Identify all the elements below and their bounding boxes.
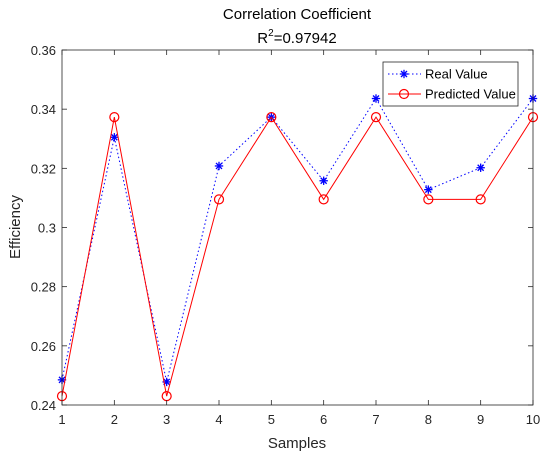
- y-tick-label: 0.26: [31, 339, 56, 354]
- legend-marker-1: [399, 69, 409, 79]
- series-2-point: [370, 112, 382, 123]
- axes: 1 2 3 4 5 6 7 8 9 10 0.24 0.26 0.28 0.3 0.32 0.34 0.36: [31, 43, 541, 427]
- x-tick-label: 3: [163, 412, 170, 427]
- y-tick-label: 0.3: [38, 221, 56, 236]
- series-1-point: [319, 176, 328, 185]
- y-tick-label: 0.34: [31, 102, 56, 117]
- series-2-point: [423, 194, 434, 205]
- x-tick-label: 4: [215, 412, 222, 427]
- x-tick-label: 9: [477, 412, 484, 427]
- x-tick-label: 1: [58, 412, 65, 427]
- legend-marker-2: [398, 88, 410, 100]
- y-tick-label: 0.28: [31, 280, 56, 295]
- legend: Real Value Predicted Value: [382, 61, 519, 107]
- series-2-point: [109, 112, 120, 123]
- chart-subtitle: R2=0.97942: [257, 28, 336, 47]
- legend-label-1: Real Value: [425, 67, 488, 82]
- chart-title: Correlation Coefficient: [223, 6, 372, 23]
- y-tick-label: 0.24: [31, 398, 56, 413]
- series-1-point: [476, 163, 485, 172]
- subtitle-superscript: 2: [268, 28, 274, 39]
- series-2-point: [266, 112, 277, 123]
- series-1-point: [371, 94, 381, 103]
- series-line-2: [61, 116, 534, 397]
- y-tick-label: 0.36: [31, 43, 56, 58]
- series-1-point: [110, 133, 119, 142]
- y-axis-label: Efficiency: [7, 195, 24, 259]
- plot-area: [56, 94, 539, 402]
- x-axis-label: Samples: [268, 435, 326, 452]
- x-tick-label: 6: [320, 412, 327, 427]
- x-tick-label: 8: [425, 412, 432, 427]
- subtitle-prefix: R: [257, 30, 268, 47]
- legend-label-2: Predicted Value: [425, 87, 516, 102]
- x-tick-label: 7: [372, 412, 379, 427]
- y-tick-label: 0.32: [31, 161, 56, 176]
- series-1-point: [424, 185, 433, 194]
- series-line-1: [61, 97, 534, 383]
- subtitle-value: =0.97942: [274, 30, 337, 47]
- series-2-point: [318, 194, 329, 205]
- series-2-point: [213, 194, 225, 205]
- x-tick-label: 2: [111, 412, 118, 427]
- x-tick-label: 5: [268, 412, 275, 427]
- x-tick-label: 10: [526, 412, 540, 427]
- series-2-point: [475, 194, 486, 205]
- series-1-point: [214, 161, 224, 171]
